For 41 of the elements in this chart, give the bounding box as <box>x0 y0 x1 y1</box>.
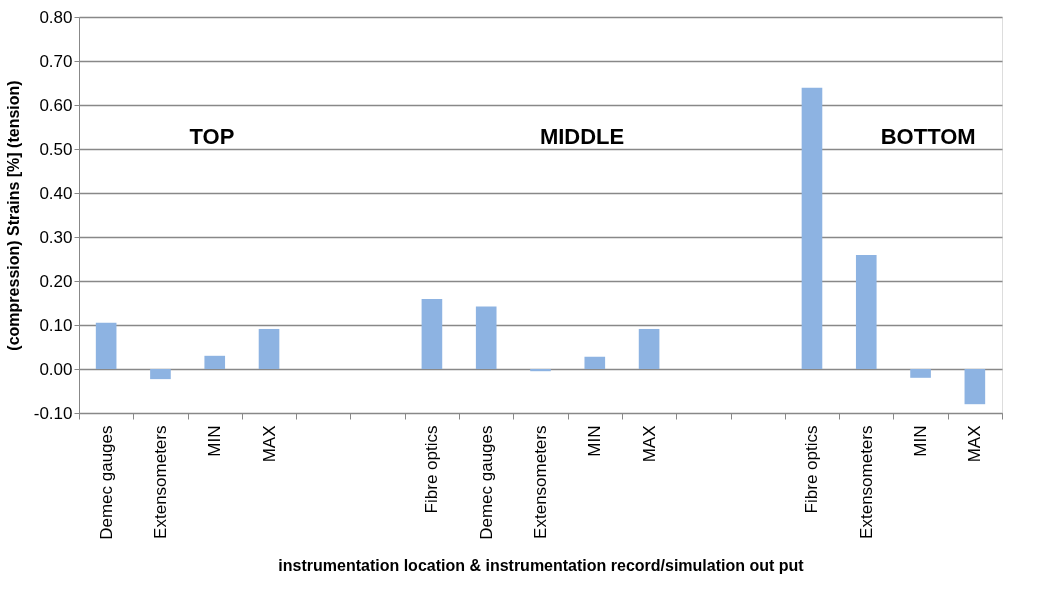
y-tick-label: 0.10 <box>39 315 73 335</box>
bar <box>421 299 443 369</box>
x-tick-label: MAX <box>965 425 985 463</box>
bar <box>855 255 877 369</box>
bar <box>258 328 280 369</box>
y-tick-label: 0.20 <box>39 271 73 291</box>
x-tick-label: Extensometers <box>150 425 170 539</box>
y-tick-label: 0.50 <box>39 139 73 159</box>
bar <box>475 306 497 369</box>
x-tick-label: Demec gauges <box>96 425 116 540</box>
bar <box>150 369 171 380</box>
x-tick-label: Extensometers <box>856 425 876 539</box>
x-tick-label: MIN <box>911 425 931 457</box>
x-tick-label: Extensometers <box>531 425 550 539</box>
y-tick-label: -0.10 <box>33 403 73 423</box>
y-tick-label: 0.30 <box>39 227 73 247</box>
y-tick-label: 0.40 <box>39 183 73 203</box>
bar <box>964 369 986 405</box>
x-axis-title: instrumentation location & instrumentation record/simulation out put <box>278 556 805 574</box>
y-tick-label: 0.60 <box>39 95 73 115</box>
annotation: TOP <box>189 124 235 149</box>
bar <box>204 355 226 369</box>
annotation: MIDDLE <box>539 124 625 149</box>
bar <box>530 369 551 372</box>
bar <box>95 322 117 369</box>
y-axis-title: (compression) Strains [%] (tension) <box>4 80 22 351</box>
x-tick-label: MAX <box>639 425 659 463</box>
x-tick-label: Fibre optics <box>802 425 822 514</box>
bar <box>584 356 606 369</box>
y-tick-label: 0.70 <box>39 51 73 71</box>
x-tick-label: MIN <box>205 425 225 457</box>
bar <box>910 369 931 378</box>
y-tick-label: 0.80 <box>39 7 73 27</box>
x-tick-label: Fibre optics <box>422 425 442 514</box>
bar <box>638 328 660 369</box>
x-tick-label: MIN <box>585 425 605 457</box>
annotation: BOTTOM <box>880 124 976 149</box>
bar <box>801 87 823 369</box>
y-tick-label: 0.00 <box>39 359 73 379</box>
x-tick-label: Demec gauges <box>476 425 496 540</box>
x-tick-label: MAX <box>259 425 279 463</box>
